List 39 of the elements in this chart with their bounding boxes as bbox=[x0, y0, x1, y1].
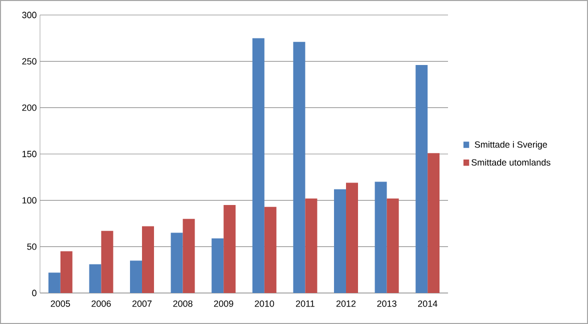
bar bbox=[142, 226, 154, 293]
bar bbox=[212, 238, 224, 293]
bar bbox=[48, 272, 60, 293]
x-tick-label: 2011 bbox=[296, 300, 314, 307]
y-tick-label: 50 bbox=[27, 243, 36, 250]
y-tick-label: 300 bbox=[22, 12, 36, 18]
x-tick-label: 2014 bbox=[418, 300, 438, 307]
x-tick-label: 2008 bbox=[173, 300, 192, 307]
x-tick-label: 2013 bbox=[377, 300, 396, 307]
y-tick-label: 150 bbox=[22, 150, 36, 158]
bar bbox=[170, 232, 183, 293]
x-tick-label: 2012 bbox=[336, 300, 356, 307]
bar bbox=[305, 198, 318, 293]
bar bbox=[252, 38, 264, 293]
x-tick-label: 2006 bbox=[92, 300, 111, 307]
bar bbox=[334, 189, 346, 293]
bar bbox=[130, 260, 142, 293]
bar bbox=[374, 182, 387, 293]
legend-label: Smittade i Sverige bbox=[474, 141, 548, 150]
bar bbox=[428, 153, 440, 293]
y-tick-label: 100 bbox=[22, 197, 36, 204]
x-tick-label: 2007 bbox=[132, 300, 152, 307]
bar bbox=[346, 182, 358, 293]
bar bbox=[101, 230, 114, 293]
bar bbox=[293, 42, 306, 293]
y-tick-label: 250 bbox=[22, 58, 36, 65]
bar bbox=[60, 251, 72, 293]
bar bbox=[89, 264, 102, 293]
bar bbox=[416, 65, 428, 293]
bar bbox=[182, 218, 195, 293]
bar bbox=[224, 204, 236, 293]
x-tick-label: 2009 bbox=[214, 300, 234, 307]
legend-label: Smittade utomlands bbox=[472, 158, 550, 166]
y-tick-label: 200 bbox=[22, 104, 36, 111]
bar bbox=[264, 206, 276, 293]
bar bbox=[386, 198, 399, 293]
x-tick-label: 2005 bbox=[50, 300, 70, 307]
x-tick-label: 2010 bbox=[254, 300, 274, 307]
y-tick-label: 0 bbox=[32, 290, 36, 296]
